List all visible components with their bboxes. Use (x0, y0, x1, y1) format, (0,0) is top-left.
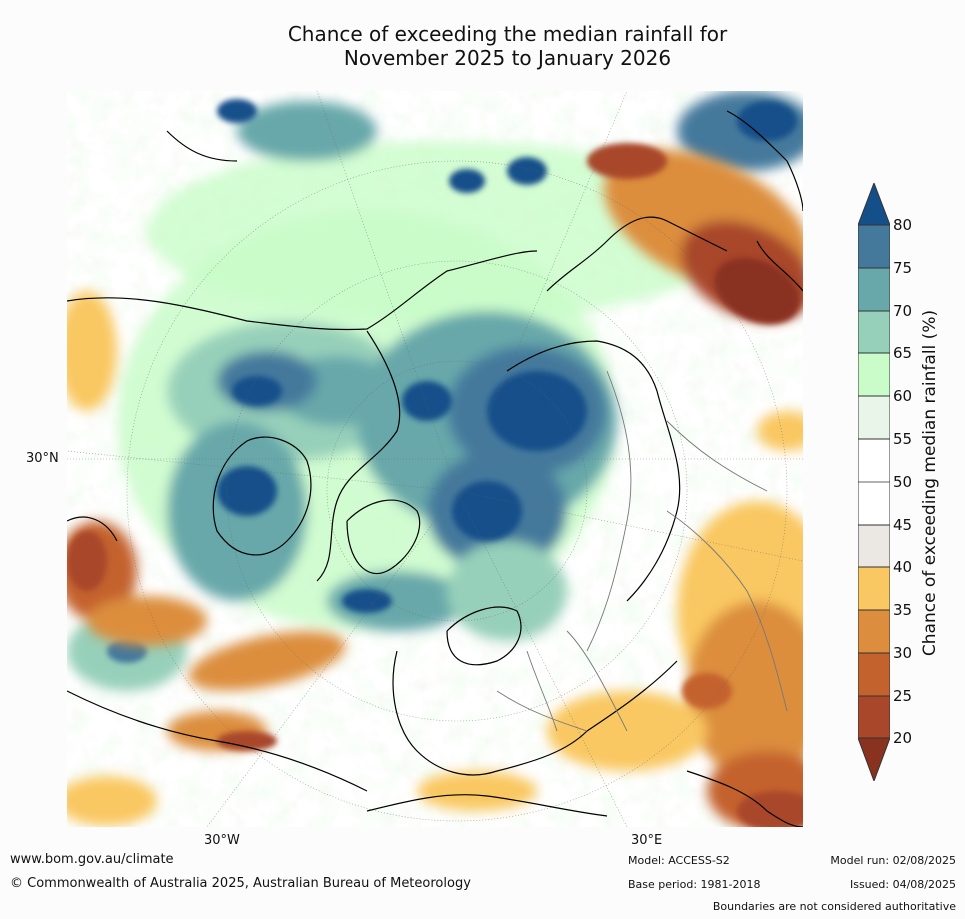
title-line-2: November 2025 to January 2026 (343, 46, 672, 70)
colorbar-tick-65: 65 (893, 344, 913, 362)
colorbar-tick-35: 35 (893, 601, 913, 619)
issued-date: Issued: 04/08/2025 (849, 878, 956, 891)
longitude-label-30e: 30°E (631, 833, 663, 848)
rainfall-probability-map (67, 91, 803, 827)
colorbar-tick-60: 60 (893, 387, 913, 405)
colorbar-extend-max (857, 181, 891, 226)
colorbar-bin-60-65 (857, 352, 891, 397)
colorbar-bin-25-30 (857, 652, 891, 697)
colorbar-bin-55-60 (857, 395, 891, 440)
chart-title: Chance of exceeding the median rainfall … (250, 22, 765, 70)
colorbar-tick-80: 80 (893, 216, 913, 234)
title-line-1: Chance of exceeding the median rainfall … (287, 22, 728, 46)
colorbar-tick-30: 30 (893, 644, 913, 662)
colorbar (857, 181, 891, 783)
colorbar-tick-25: 25 (893, 687, 913, 705)
colorbar-extend-min (857, 737, 891, 783)
colorbar-tick-70: 70 (893, 302, 913, 320)
colorbar-tick-40: 40 (893, 558, 913, 576)
boundaries-disclaimer: Boundaries are not considered authoritat… (712, 900, 956, 913)
map-canvas (67, 91, 803, 827)
colorbar-bin-35-40 (857, 566, 891, 611)
copyright-text: © Commonwealth of Australia 2025, Austra… (10, 876, 471, 891)
colorbar-bin-70-75 (857, 267, 891, 312)
colorbar-bin-75-80 (857, 224, 891, 269)
latitude-label-30n: 30°N (26, 451, 59, 466)
colorbar-tick-55: 55 (893, 430, 913, 448)
longitude-label-30w: 30°W (204, 833, 240, 848)
colorbar-bin-30-35 (857, 609, 891, 654)
model-name: Model: ACCESS-S2 (628, 854, 730, 867)
colorbar-bin-40-45 (857, 524, 891, 568)
colorbar-graphic (857, 181, 891, 783)
colorbar-label: Chance of exceeding median rainfall (%) (920, 309, 940, 657)
colorbar-tick-75: 75 (893, 259, 913, 277)
base-period: Base period: 1981-2018 (628, 878, 761, 891)
colorbar-tick-20: 20 (893, 729, 913, 747)
colorbar-bin-65-70 (857, 310, 891, 354)
website-link[interactable]: www.bom.gov.au/climate (10, 852, 174, 867)
colorbar-tick-45: 45 (893, 516, 913, 534)
colorbar-tick-50: 50 (893, 473, 913, 491)
model-run-date: Model run: 02/08/2025 (830, 854, 956, 867)
colorbar-bin-20-25 (857, 695, 891, 739)
